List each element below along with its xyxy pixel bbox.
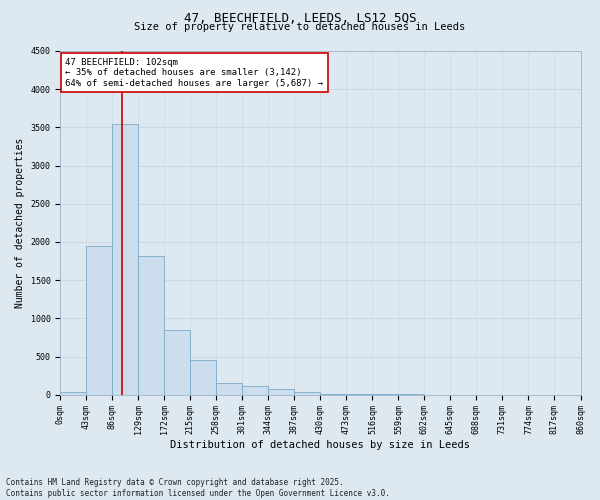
Text: Size of property relative to detached houses in Leeds: Size of property relative to detached ho…	[134, 22, 466, 32]
Bar	[268, 389, 295, 394]
Bar	[217, 382, 242, 394]
Bar	[295, 392, 320, 394]
Bar	[139, 256, 164, 394]
Text: 47 BEECHFIELD: 102sqm
← 35% of detached houses are smaller (3,142)
64% of semi-d: 47 BEECHFIELD: 102sqm ← 35% of detached …	[65, 58, 323, 88]
Bar	[60, 392, 86, 394]
Bar	[164, 330, 190, 394]
X-axis label: Distribution of detached houses by size in Leeds: Distribution of detached houses by size …	[170, 440, 470, 450]
Text: Contains HM Land Registry data © Crown copyright and database right 2025.
Contai: Contains HM Land Registry data © Crown c…	[6, 478, 390, 498]
Text: 47, BEECHFIELD, LEEDS, LS12 5QS: 47, BEECHFIELD, LEEDS, LS12 5QS	[184, 12, 416, 26]
Y-axis label: Number of detached properties: Number of detached properties	[15, 138, 25, 308]
Bar	[190, 360, 217, 394]
Bar	[112, 124, 139, 394]
Bar	[242, 386, 268, 394]
Bar	[86, 246, 112, 394]
